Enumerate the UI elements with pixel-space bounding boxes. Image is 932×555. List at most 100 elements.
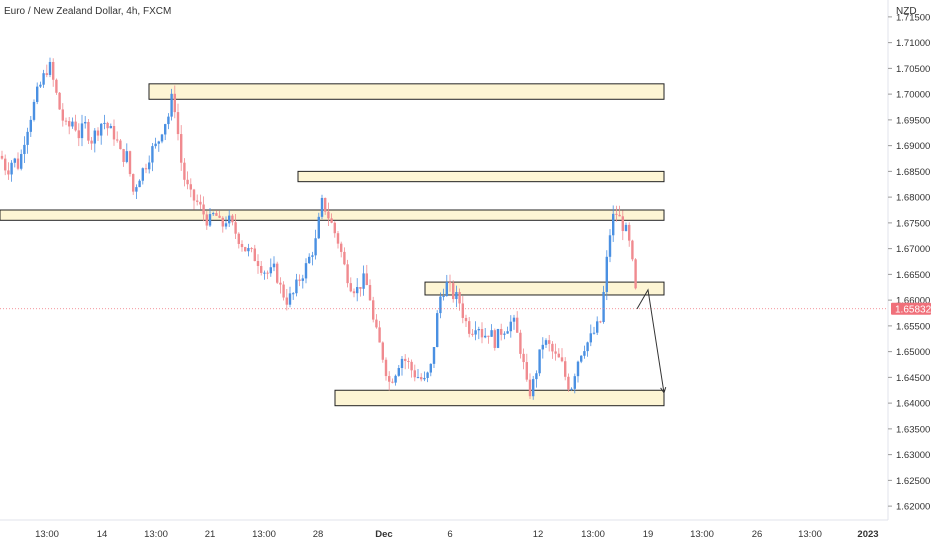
candle-body — [628, 224, 631, 241]
support-resistance-zone[interactable] — [424, 281, 665, 296]
candle-body — [247, 248, 250, 252]
candle-body — [333, 222, 336, 234]
y-tick-label: 1.71000 — [896, 38, 930, 49]
candle-body — [36, 86, 39, 102]
candle-body — [253, 248, 256, 262]
candle-body — [474, 330, 477, 335]
candle-body — [493, 330, 496, 348]
time-axis: 13:00 14 13:00 21 13:00 28 Dec 6 12 13:00 19 13:00 2… — [35, 529, 878, 540]
candle-body — [592, 332, 596, 334]
candle-body — [570, 388, 573, 390]
candle-body — [522, 353, 525, 363]
candle-body — [576, 361, 580, 377]
candle-body — [173, 93, 176, 113]
candle-body — [429, 363, 432, 373]
candle-body — [308, 256, 311, 264]
y-tick-label: 1.71500 — [896, 12, 930, 23]
candle-body — [301, 278, 304, 281]
candle-body — [452, 283, 455, 300]
candle-body — [170, 93, 173, 117]
x-tick-label: 19 — [643, 529, 654, 540]
candle-body — [544, 340, 548, 345]
candle-body — [263, 272, 266, 274]
currency-label: NZD — [896, 6, 917, 17]
candle-body — [602, 291, 605, 323]
candle-body — [192, 189, 196, 201]
candle-body — [160, 134, 164, 142]
candle-body — [612, 213, 615, 236]
candle-body — [90, 140, 93, 144]
support-resistance-zone[interactable] — [334, 389, 665, 407]
candle-body — [20, 154, 23, 169]
candle-body — [221, 217, 224, 227]
y-tick-label: 1.69500 — [896, 115, 930, 126]
candle-body — [282, 284, 285, 298]
candle-body — [509, 321, 512, 332]
candle-body — [4, 158, 7, 171]
candle-body — [93, 130, 96, 144]
candle-body — [71, 121, 74, 127]
candle-body — [317, 216, 320, 239]
candle-body — [516, 317, 519, 333]
candle-body — [250, 248, 253, 250]
candle-body — [432, 347, 436, 364]
candle-body — [519, 332, 522, 354]
candle-body — [400, 358, 404, 369]
candle-body — [538, 349, 541, 374]
support-resistance-zone[interactable] — [297, 170, 665, 183]
candle-body — [564, 361, 567, 377]
candle-body — [52, 61, 55, 80]
candle-body — [349, 283, 352, 292]
candle-body — [580, 355, 583, 362]
candle-body — [87, 121, 90, 141]
candle-body — [164, 124, 167, 135]
candle-body — [180, 134, 183, 163]
y-tick-label: 1.70000 — [896, 90, 930, 101]
candle-body — [141, 168, 144, 181]
candle-body — [84, 121, 87, 124]
candle-body — [80, 123, 84, 139]
candle-body — [100, 123, 103, 136]
candle-body — [487, 335, 490, 337]
candle-body — [13, 158, 16, 163]
candle-body — [96, 130, 100, 136]
candle-body — [189, 184, 192, 190]
x-tick-label: 13:00 — [690, 529, 714, 540]
candle-body — [532, 379, 535, 397]
candle-body — [231, 215, 234, 223]
candle-body — [506, 331, 509, 334]
candle-body — [144, 168, 148, 170]
candles-layer — [0, 57, 637, 400]
candle-body — [228, 215, 231, 224]
candle-body — [224, 223, 228, 227]
candle-body — [368, 285, 372, 301]
candle-body — [205, 214, 208, 226]
candle-body — [64, 120, 68, 122]
candle-body — [378, 327, 381, 343]
candle-body — [442, 296, 445, 298]
candle-body — [42, 73, 45, 85]
candle-body — [298, 279, 301, 281]
candle-body — [420, 377, 423, 380]
candle-body — [237, 233, 240, 244]
candle-body — [624, 224, 628, 232]
support-resistance-zone[interactable] — [148, 83, 665, 100]
candle-body — [196, 200, 199, 202]
y-tick-label: 1.63500 — [896, 424, 930, 435]
x-tick-label: 28 — [313, 529, 324, 540]
y-tick-label: 1.64500 — [896, 373, 930, 384]
candle-body — [109, 126, 112, 129]
x-tick-label: 6 — [447, 529, 452, 540]
candle-body — [119, 140, 122, 150]
y-tick-label: 1.68500 — [896, 167, 930, 178]
y-tick-label: 1.66000 — [896, 296, 930, 307]
candle-body — [340, 243, 343, 252]
candle-body — [61, 109, 64, 121]
candle-body — [439, 296, 442, 314]
candle-body — [413, 370, 416, 378]
candle-body — [154, 143, 157, 147]
projection-arrow[interactable] — [636, 288, 665, 393]
candle-body — [106, 122, 109, 129]
candle-body — [240, 243, 244, 248]
